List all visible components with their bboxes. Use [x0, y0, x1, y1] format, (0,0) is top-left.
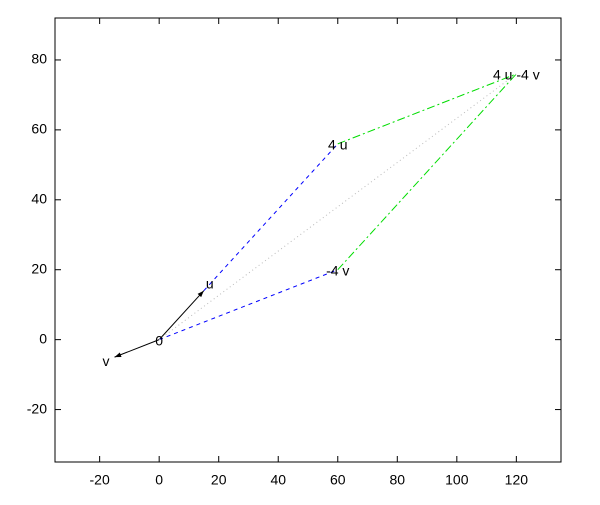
- x-tick-label: 120: [505, 472, 529, 488]
- x-tick-label: 40: [270, 472, 286, 488]
- annotation: 4 u -4 v: [493, 67, 540, 83]
- y-tick-label: 20: [31, 260, 47, 276]
- y-tick-label: 80: [31, 51, 47, 67]
- annotation: -4 v: [326, 262, 349, 278]
- x-tick-label: 20: [211, 472, 227, 488]
- vector-segment: [158, 269, 338, 341]
- x-tick-label: -20: [90, 472, 110, 488]
- vector-segment: [114, 339, 160, 358]
- y-tick-label: 0: [39, 330, 47, 346]
- arrow-head: [114, 352, 122, 358]
- vector-segment: [203, 143, 339, 292]
- x-tick-label: 60: [330, 472, 346, 488]
- annotation: 4 u: [328, 137, 347, 153]
- y-tick-label: 40: [31, 190, 47, 206]
- vector-segment: [158, 290, 205, 340]
- arrow-head: [197, 290, 204, 298]
- vector-segment: [337, 73, 517, 271]
- vector-segment: [158, 73, 517, 341]
- plot-frame: [54, 17, 562, 463]
- x-tick-label: 100: [445, 472, 469, 488]
- y-tick-label: 60: [31, 121, 47, 137]
- annotation: 0: [155, 332, 163, 348]
- x-tick-label: 0: [155, 472, 163, 488]
- y-tick-label: -20: [27, 400, 47, 416]
- annotation: v: [103, 353, 110, 369]
- annotation: u: [206, 275, 214, 291]
- vector-segment: [337, 73, 517, 145]
- x-tick-label: 80: [390, 472, 406, 488]
